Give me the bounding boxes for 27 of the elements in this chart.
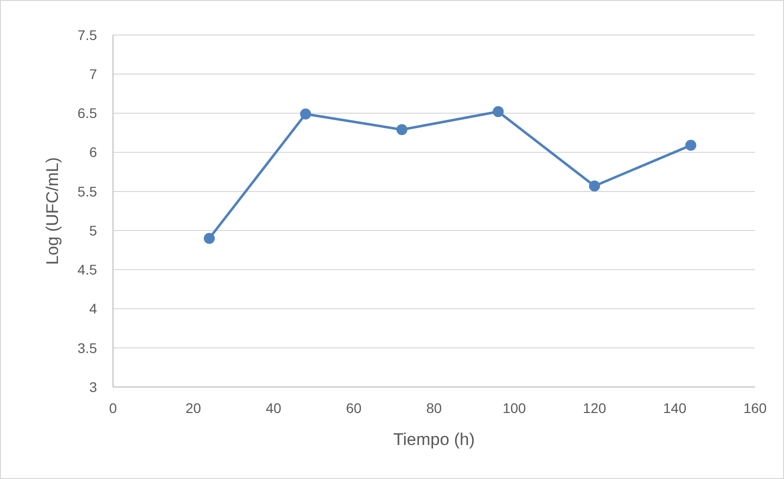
y-tick-label: 4.5 <box>78 262 98 278</box>
point <box>589 180 600 192</box>
x-tick-label: 160 <box>743 400 767 416</box>
x-axis-title: Tiempo (h) <box>393 430 475 449</box>
point <box>492 106 504 118</box>
point <box>300 108 312 120</box>
y-tick-label: 4 <box>89 300 98 317</box>
y-tick-label: 3 <box>89 378 98 395</box>
x-tick-label: 140 <box>663 400 687 416</box>
x-tick-label: 0 <box>109 400 118 416</box>
point <box>204 232 215 244</box>
y-tick-label: 6.5 <box>78 105 98 122</box>
y-tick-label: 5 <box>89 222 98 238</box>
y-tick-label: 3.5 <box>78 340 98 356</box>
x-tick-label: 60 <box>346 400 362 416</box>
y-tick-label: 5.5 <box>78 183 98 200</box>
point <box>685 140 696 151</box>
y-axis-title: Log (UFC/mL) <box>43 157 62 265</box>
y-tick-label: 7 <box>89 66 98 82</box>
point <box>396 124 408 136</box>
x-tick-label: 100 <box>502 400 526 416</box>
y-tick-label: 6 <box>89 144 98 160</box>
y-tick-label: 7.5 <box>78 26 98 43</box>
x-tick-label: 20 <box>185 400 202 416</box>
x-tick-label: 80 <box>426 400 442 416</box>
x-tick-label: 40 <box>266 400 282 416</box>
x-tick-label: 120 <box>582 400 606 416</box>
